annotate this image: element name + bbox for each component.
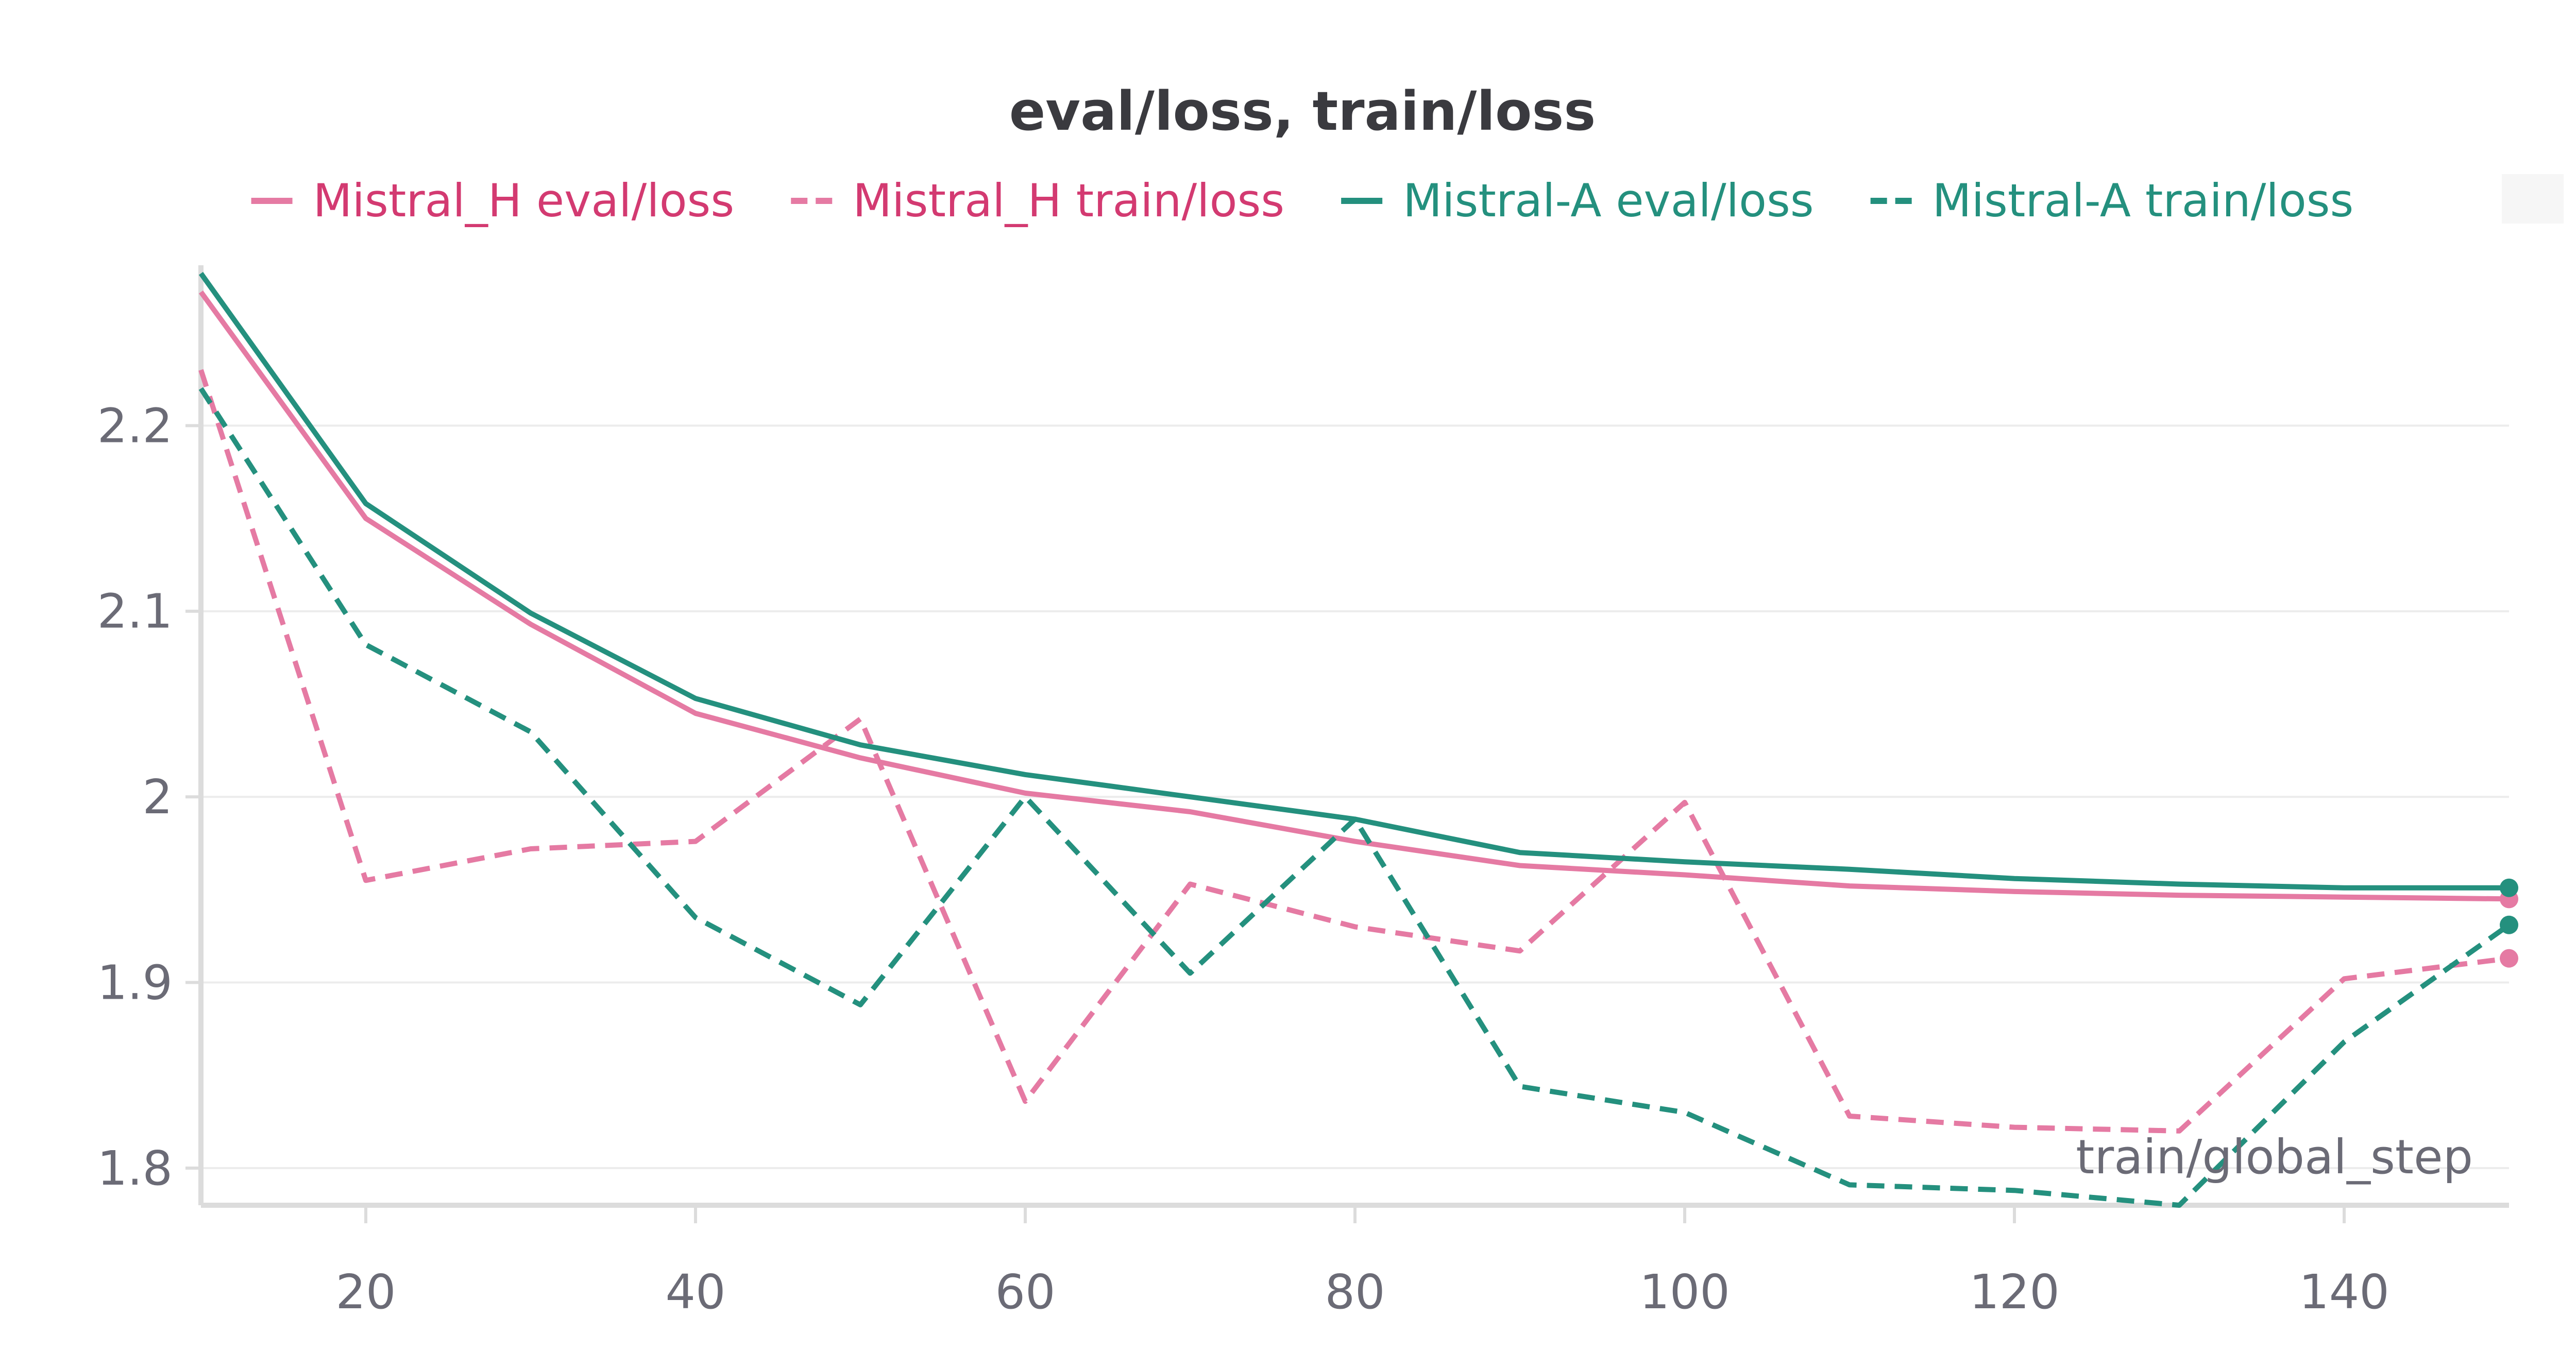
series-end-point-2 (2500, 878, 2518, 897)
series-line-1 (198, 369, 2510, 1134)
x-tick-label: 140 (2299, 1264, 2389, 1320)
series-line-0 (198, 290, 2510, 902)
series-layer (198, 271, 2518, 1208)
x-tick-label: 40 (665, 1264, 725, 1320)
series-line-3 (198, 387, 2511, 1208)
legend-label-2[interactable]: Mistral-A eval/loss (1403, 174, 1814, 227)
axis-layer: 1.8 1.9 2 2.1 2.2 20 40 60 80 100 120 140 (97, 265, 2509, 1320)
chart-title: eval/loss, train/loss (1009, 80, 1596, 143)
series-end-point-1 (2500, 949, 2518, 968)
grid-layer (201, 424, 2509, 1169)
series-end-point-3 (2500, 915, 2518, 934)
series-line-2 (198, 271, 2509, 891)
legend-label-0[interactable]: Mistral_H eval/loss (313, 174, 735, 227)
legend-scroll-handle[interactable] (2502, 174, 2564, 224)
legend-layer: Mistral_H eval/loss Mistral_H train/loss M… (251, 174, 2354, 227)
y-tick-label: 2.2 (97, 398, 173, 453)
x-axis-label: train/global_step (2076, 1130, 2473, 1185)
x-tick-label: 100 (1639, 1264, 1730, 1320)
legend-label-1[interactable]: Mistral_H train/loss (853, 174, 1284, 227)
legend-label-3[interactable]: Mistral-A train/loss (1933, 174, 2354, 227)
x-tick-label: 120 (1969, 1264, 2060, 1320)
x-tick-label: 60 (995, 1264, 1055, 1320)
x-tick-label: 20 (335, 1264, 396, 1320)
x-tick-label: 80 (1325, 1264, 1385, 1320)
y-tick-label: 2.1 (97, 584, 173, 639)
y-tick-label: 1.8 (97, 1141, 173, 1196)
y-tick-label: 2 (142, 770, 173, 825)
y-tick-label: 1.9 (97, 955, 173, 1011)
